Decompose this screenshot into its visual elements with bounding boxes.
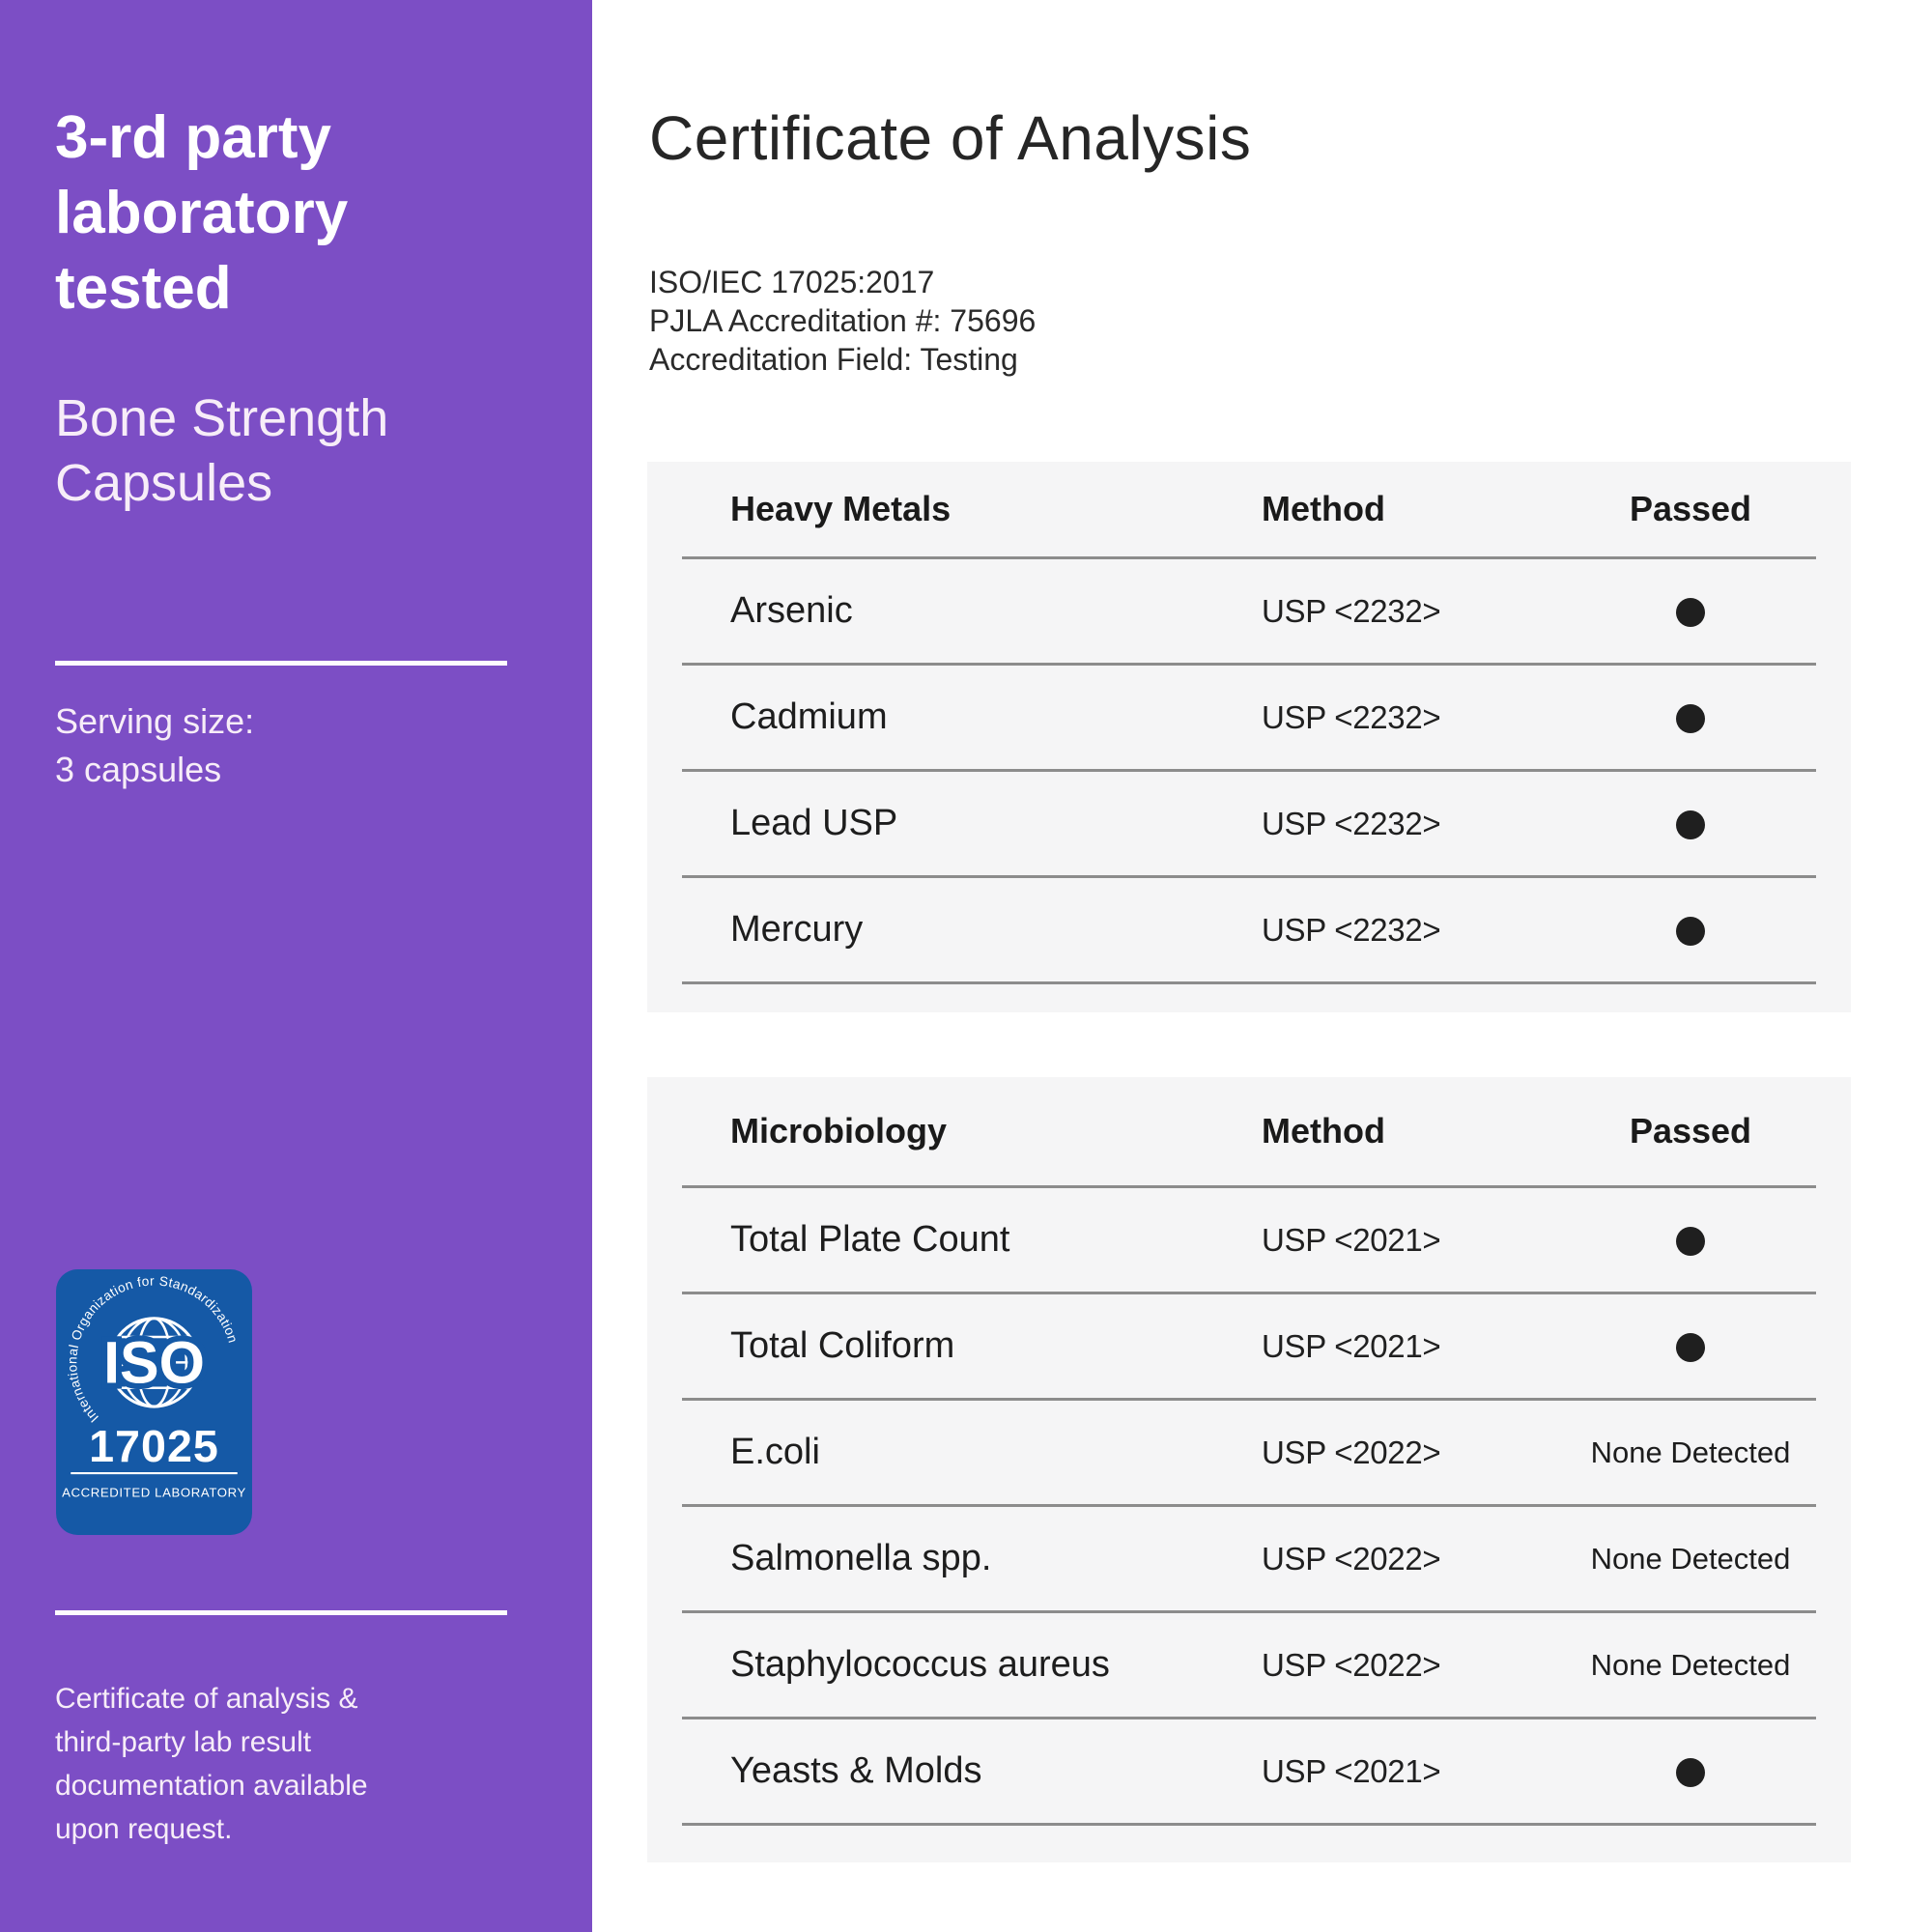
passed-cell xyxy=(1565,1223,1816,1258)
iso-standard-number: 17025 xyxy=(89,1421,219,1471)
table-row: Salmonella spp. USP <2022> None Detected xyxy=(682,1507,1816,1613)
passed-dot-icon xyxy=(1676,704,1705,734)
sidebar-divider-bottom xyxy=(55,1610,507,1615)
analyte-name: Lead USP xyxy=(730,803,898,843)
sidebar-heading: 3-rd party laboratory tested xyxy=(55,100,557,327)
iso-badge-icon: International Organization for Standardi… xyxy=(56,1269,252,1535)
analyte-name: E.coli xyxy=(730,1432,820,1472)
method-value: USP <2022> xyxy=(1262,1434,1441,1470)
iso-label: ISO xyxy=(103,1330,205,1396)
text-line: documentation available xyxy=(55,1770,368,1802)
analyte-name: Mercury xyxy=(730,909,864,950)
method-value: USP <2022> xyxy=(1262,1646,1441,1683)
analyte-name: Cadmium xyxy=(730,696,888,737)
text-line: laboratory xyxy=(55,180,349,246)
analyte-name: Staphylococcus aureus xyxy=(730,1644,1110,1685)
iso-17025-badge: International Organization for Standardi… xyxy=(55,1268,253,1536)
passed-dot-icon xyxy=(1676,598,1705,628)
text-line: Accreditation Field: Testing xyxy=(649,342,1018,377)
table-row: Total Plate Count USP <2021> xyxy=(682,1188,1816,1294)
text-line: upon request. xyxy=(55,1813,233,1845)
analyte-name: Arsenic xyxy=(730,590,853,631)
passed-cell xyxy=(1565,913,1816,948)
serving-size-text: Serving size: 3 capsules xyxy=(55,697,499,794)
table-row: Yeasts & Molds USP <2021> xyxy=(682,1719,1816,1826)
passed-cell xyxy=(1565,594,1816,629)
method-value: USP <2232> xyxy=(1262,911,1441,948)
passed-text: None Detected xyxy=(1590,1435,1791,1469)
column-header-passed: Passed xyxy=(1629,1111,1752,1151)
method-value: USP <2232> xyxy=(1262,805,1441,841)
page-title: Certificate of Analysis xyxy=(649,103,1252,173)
table-row: E.coli USP <2022> None Detected xyxy=(682,1401,1816,1507)
column-header-method: Method xyxy=(1262,1111,1385,1151)
column-header-name: Heavy Metals xyxy=(730,489,952,528)
sidebar: 3-rd party laboratory tested Bone Strength… xyxy=(0,0,592,1932)
method-value: USP <2021> xyxy=(1262,1752,1441,1789)
passed-dot-icon xyxy=(1676,1227,1705,1257)
text-line: third-party lab result xyxy=(55,1726,312,1758)
analyte-name: Total Coliform xyxy=(730,1325,955,1366)
microbiology-table: Microbiology Method Passed Total Plate C… xyxy=(647,1077,1851,1862)
passed-dot-icon xyxy=(1676,810,1705,840)
analyte-name: Total Plate Count xyxy=(730,1219,1010,1260)
passed-dot-icon xyxy=(1676,917,1705,947)
passed-text: None Detected xyxy=(1590,1541,1791,1576)
analyte-name: Salmonella spp. xyxy=(730,1538,992,1578)
passed-text: None Detected xyxy=(1590,1647,1791,1682)
table-body: Total Plate Count USP <2021> Total Colifor… xyxy=(682,1188,1816,1826)
method-value: USP <2021> xyxy=(1262,1221,1441,1258)
passed-cell: None Detected xyxy=(1565,1648,1816,1683)
method-value: USP <2021> xyxy=(1262,1327,1441,1364)
text-line: Capsules xyxy=(55,454,273,512)
table-row: Mercury USP <2232> xyxy=(682,878,1816,984)
accredited-laboratory-caption: ACCREDITED LABORATORY xyxy=(62,1485,246,1499)
text-line: Certificate of analysis & xyxy=(55,1683,358,1715)
passed-cell xyxy=(1565,807,1816,841)
passed-cell: None Detected xyxy=(1565,1542,1816,1577)
text-line: Bone Strength xyxy=(55,389,389,447)
globe-icon xyxy=(108,1317,200,1408)
method-value: USP <2022> xyxy=(1262,1540,1441,1577)
text-line: ISO/IEC 17025:2017 xyxy=(649,265,935,299)
table-header-row: Heavy Metals Method Passed xyxy=(682,462,1816,559)
table-row: Cadmium USP <2232> xyxy=(682,666,1816,772)
text-line: 3 capsules xyxy=(55,750,222,789)
heavy-metals-table: Heavy Metals Method Passed Arsenic USP <2… xyxy=(647,462,1851,1012)
passed-cell xyxy=(1565,1329,1816,1364)
documentation-note: Certificate of analysis & third-party lab… xyxy=(55,1677,509,1851)
analyte-name: Yeasts & Molds xyxy=(730,1750,982,1791)
method-value: USP <2232> xyxy=(1262,592,1441,629)
passed-cell xyxy=(1565,700,1816,735)
text-line: tested xyxy=(55,255,232,322)
passed-cell xyxy=(1565,1754,1816,1789)
table-row: Total Coliform USP <2021> xyxy=(682,1294,1816,1401)
product-name: Bone Strength Capsules xyxy=(55,386,567,516)
table-header-row: Microbiology Method Passed xyxy=(682,1077,1816,1188)
column-header-method: Method xyxy=(1262,489,1385,528)
sidebar-divider-top xyxy=(55,661,507,666)
table-row: Arsenic USP <2232> xyxy=(682,559,1816,666)
badge-background xyxy=(56,1269,252,1535)
accreditation-info: ISO/IEC 17025:2017 PJLA Accreditation #: … xyxy=(649,263,1036,379)
table-row: Staphylococcus aureus USP <2022> None Dete… xyxy=(682,1613,1816,1719)
passed-dot-icon xyxy=(1676,1333,1705,1363)
text-line: 3-rd party xyxy=(55,104,331,171)
text-line: Serving size: xyxy=(55,701,255,741)
column-header-passed: Passed xyxy=(1629,489,1752,528)
passed-cell: None Detected xyxy=(1565,1435,1816,1470)
table-body: Arsenic USP <2232> Cadmium USP <2232> Lead U… xyxy=(682,559,1816,984)
table-row: Lead USP USP <2232> xyxy=(682,772,1816,878)
method-value: USP <2232> xyxy=(1262,698,1441,735)
column-header-name: Microbiology xyxy=(730,1111,947,1151)
text-line: PJLA Accreditation #: 75696 xyxy=(649,303,1037,338)
passed-dot-icon xyxy=(1676,1758,1705,1788)
